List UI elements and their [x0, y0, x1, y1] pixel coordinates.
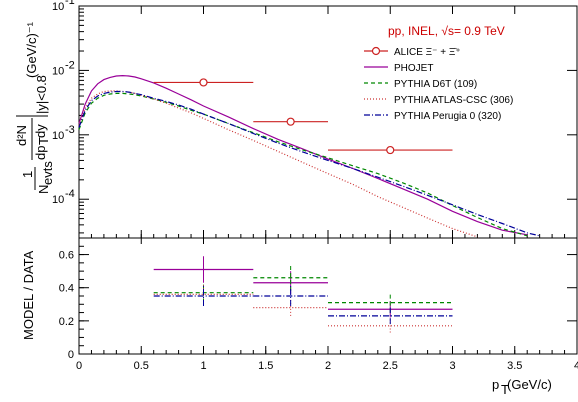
top-model-curves — [78, 74, 540, 238]
legend-label-atlas: PYTHIA ATLAS-CSC (306) — [394, 95, 513, 106]
top-y-tick-label: 10 — [52, 130, 64, 142]
x-tick-label: 3.5 — [507, 360, 522, 372]
bottom-y-axis-title: MODEL / DATA — [21, 250, 36, 340]
x-tick-label: 1.5 — [258, 360, 273, 372]
y-axis-unit: (GeV/c)⁻¹ — [24, 21, 39, 78]
x-tick-label: 0.5 — [134, 360, 149, 372]
bottom-y-tick-label: 0.2 — [59, 316, 74, 328]
y-axis-subscript: |y|<0.8 — [34, 75, 49, 114]
x-tick-label: 4 — [574, 360, 578, 372]
bottom-axis-ticks: 0 0.5 1 1.5 2 2.5 3 3.5 4 0 0.2 0.4 0.6 — [59, 238, 578, 372]
svg-text:1: 1 — [20, 171, 35, 178]
legend-swatch-marker — [371, 46, 381, 56]
svg-text:dp: dp — [33, 146, 48, 160]
top-y-tick-label: 10 — [52, 65, 64, 77]
svg-text:d²N: d²N — [14, 125, 29, 146]
model-curve-pythia-perugia-0-320- — [78, 90, 540, 237]
svg-text:N: N — [36, 185, 51, 194]
bottom-y-tick-label: 0 — [68, 349, 74, 361]
bottom-y-tick-label: 0.6 — [59, 250, 74, 262]
data-point-marker — [386, 145, 395, 155]
legend-label-alice: ALICE Ξ⁻ + Ξ̄⁺ — [394, 47, 461, 58]
data-point-marker — [286, 117, 295, 126]
svg-text:evts: evts — [40, 161, 55, 185]
top-y-tick-label: 10 — [52, 1, 64, 13]
x-tick-label: 3 — [449, 360, 455, 372]
top-data-points — [153, 78, 453, 155]
svg-text:T: T — [36, 137, 51, 145]
legend-swatches — [364, 46, 388, 116]
ratio-markers — [153, 256, 453, 333]
svg-text:(GeV/c): (GeV/c) — [507, 377, 552, 392]
top-y-tick-exponent: -4 — [65, 188, 75, 200]
model-curve-pythia-atlas-csc-306- — [78, 90, 478, 238]
x-tick-label: 1 — [200, 360, 206, 372]
svg-text:T: T — [501, 382, 509, 397]
energy-annotation: pp, INEL, √s= 0.9 TeV — [388, 24, 505, 38]
top-y-tick-exponent: -1 — [65, 0, 75, 7]
top-y-tick-exponent: -3 — [65, 124, 75, 136]
model-curve-pythia-d6t-109- — [78, 92, 528, 237]
x-tick-label: 2.5 — [383, 360, 398, 372]
legend-label-perugia: PYTHIA Perugia 0 (320) — [394, 111, 501, 122]
model-curve-phojet — [78, 74, 528, 236]
svg-text:p: p — [492, 377, 499, 392]
legend-label-d6t: PYTHIA D6T (109) — [394, 79, 477, 90]
legend-label-phojet: PHOJET — [394, 63, 433, 74]
bottom-y-tick-label: 0.4 — [59, 283, 74, 295]
x-tick-label: 0 — [76, 360, 82, 372]
data-point-marker — [199, 78, 208, 87]
top-y-tick-label: 10 — [52, 194, 64, 206]
top-axis-ticks: 10-110-210-310-4 — [52, 0, 578, 238]
x-axis-title: p T (GeV/c) — [492, 377, 552, 397]
x-tick-label: 2 — [325, 360, 331, 372]
top-y-axis-title: 1 N evts d²N dp T dy |y|<0.8 (GeV/c)⁻¹ — [14, 21, 55, 194]
svg-text:dy: dy — [33, 124, 48, 138]
top-y-tick-exponent: -2 — [65, 59, 75, 71]
